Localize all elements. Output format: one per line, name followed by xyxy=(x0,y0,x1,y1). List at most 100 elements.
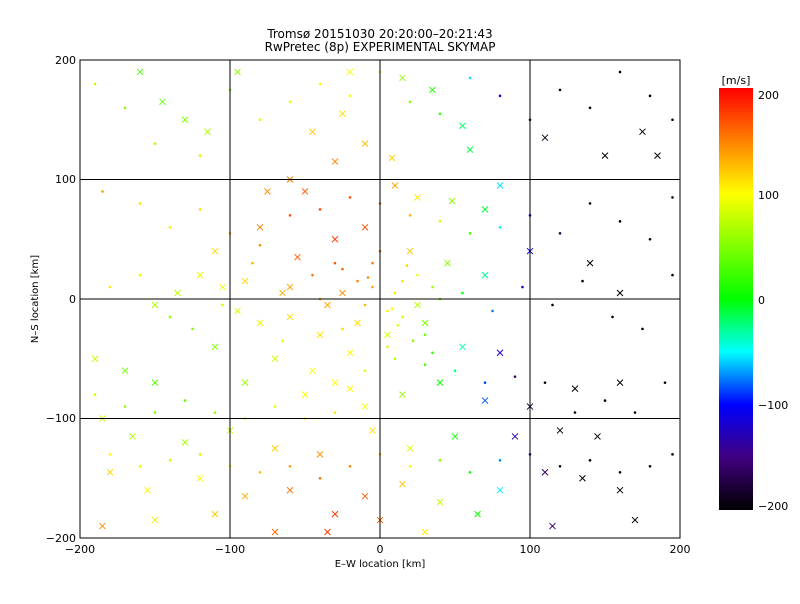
data-point-cross xyxy=(414,194,421,201)
data-point-cross xyxy=(361,140,369,148)
data-point-dot xyxy=(258,243,262,247)
data-point-dot xyxy=(213,411,217,414)
y-axis-ticks: −200 −100 0 100 200 xyxy=(46,54,86,545)
data-point-dot xyxy=(251,261,254,265)
data-point-cross xyxy=(406,445,414,452)
data-point-dot xyxy=(198,154,202,157)
data-point-dot xyxy=(438,220,442,223)
data-point-dot xyxy=(423,333,427,337)
data-point-dot xyxy=(558,231,562,235)
data-point-cross xyxy=(316,450,324,458)
data-point-dot xyxy=(411,339,415,343)
data-point-dot xyxy=(603,399,607,402)
data-point-cross xyxy=(256,319,264,327)
data-point-dot xyxy=(123,106,127,110)
data-point-dot xyxy=(288,100,292,104)
data-point-dot xyxy=(123,405,127,408)
data-point-cross xyxy=(429,86,436,94)
data-point-dot xyxy=(371,261,374,265)
data-points xyxy=(91,68,674,536)
data-point-cross xyxy=(211,510,219,518)
data-point-dot xyxy=(341,267,344,271)
data-point-cross xyxy=(421,319,429,327)
data-point-dot xyxy=(371,285,374,289)
data-point-cross xyxy=(586,259,594,267)
data-point-cross xyxy=(234,307,241,315)
data-point-dot xyxy=(408,465,412,468)
data-point-dot xyxy=(183,399,187,402)
colorbar-tick: 100 xyxy=(758,189,779,202)
colorbar-tick: −100 xyxy=(758,399,788,412)
data-point-dot xyxy=(333,261,337,265)
data-point-dot xyxy=(588,202,592,205)
data-point-cross xyxy=(541,134,549,142)
data-point-cross xyxy=(459,343,466,351)
data-point-dot xyxy=(168,459,172,462)
data-point-dot xyxy=(438,112,442,116)
data-point-cross xyxy=(654,152,661,159)
data-point-cross xyxy=(444,259,451,267)
data-point-cross xyxy=(354,319,361,327)
data-point-cross xyxy=(219,283,226,291)
y-tick-label: 200 xyxy=(55,54,76,67)
data-point-dot xyxy=(318,82,322,86)
data-point-dot xyxy=(671,118,674,122)
data-point-dot xyxy=(648,237,652,241)
data-point-dot xyxy=(153,142,157,145)
y-axis-label: N–S location [km] xyxy=(30,255,41,343)
x-tick-label: −200 xyxy=(65,543,95,556)
data-point-cross xyxy=(324,301,331,309)
data-point-dot xyxy=(416,273,419,277)
data-point-dot xyxy=(498,226,502,229)
colorbar-tick: 200 xyxy=(758,89,779,102)
data-point-dot xyxy=(431,351,434,355)
data-point-cross xyxy=(159,98,166,106)
data-point-cross xyxy=(144,486,151,494)
data-point-dot xyxy=(198,453,202,456)
data-point-cross xyxy=(174,289,181,297)
data-point-cross xyxy=(286,313,294,321)
data-point-dot xyxy=(138,273,142,277)
data-point-cross xyxy=(556,427,564,434)
data-point-cross xyxy=(616,486,624,494)
data-point-dot xyxy=(558,465,562,468)
data-point-dot xyxy=(423,363,427,367)
data-point-cross xyxy=(474,510,481,518)
data-point-cross xyxy=(151,379,159,387)
data-point-dot xyxy=(401,279,404,283)
data-point-cross xyxy=(301,188,309,195)
x-tick-label: 200 xyxy=(670,543,691,556)
data-point-dot xyxy=(386,309,389,313)
data-point-dot xyxy=(551,303,554,307)
data-point-dot xyxy=(581,279,584,283)
data-point-dot xyxy=(483,381,487,384)
chart-title: Tromsø 20151030 20:20:00–20:21:43 xyxy=(266,27,492,41)
data-point-dot xyxy=(618,70,622,74)
data-point-cross xyxy=(346,68,354,76)
data-point-dot xyxy=(168,226,172,229)
colorbar-tick: −200 xyxy=(758,500,788,513)
y-tick-label: −100 xyxy=(46,412,76,425)
data-point-cross xyxy=(496,349,504,357)
data-point-cross xyxy=(369,427,376,434)
data-point-dot xyxy=(405,264,409,267)
data-point-cross xyxy=(271,445,279,452)
data-point-cross xyxy=(399,74,406,82)
data-point-cross xyxy=(451,433,459,440)
data-point-cross xyxy=(361,403,369,410)
data-point-dot xyxy=(366,276,370,279)
data-point-cross xyxy=(399,391,406,398)
data-point-cross xyxy=(361,492,369,500)
colorbar-gradient xyxy=(719,88,753,510)
data-point-dot xyxy=(401,315,404,319)
data-point-dot xyxy=(468,470,472,474)
data-point-dot xyxy=(521,285,524,289)
data-point-cross xyxy=(211,247,219,255)
data-point-cross xyxy=(414,301,421,309)
data-point-dot xyxy=(611,315,614,319)
data-point-dot xyxy=(288,465,292,468)
data-point-cross xyxy=(421,528,429,536)
data-point-dot xyxy=(558,88,562,92)
data-point-dot xyxy=(543,381,547,384)
